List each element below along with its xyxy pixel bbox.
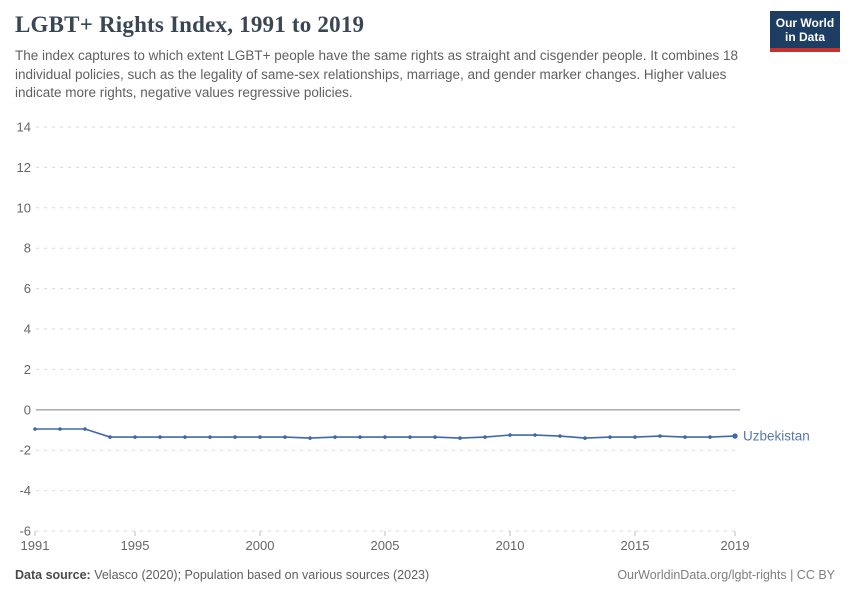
y-axis-tick-label: 6 — [24, 281, 31, 296]
y-axis-tick-label: 0 — [24, 402, 31, 417]
y-axis-tick-label: 8 — [24, 241, 31, 256]
data-source-label: Data source: — [15, 568, 91, 582]
chart-footer: Data source: Velasco (2020); Population … — [15, 568, 835, 582]
owid-logo[interactable]: Our World in Data — [770, 11, 840, 52]
x-axis-tick-label: 1991 — [21, 538, 50, 553]
data-point — [358, 435, 362, 439]
data-point — [133, 435, 137, 439]
chart-header: LGBT+ Rights Index, 1991 to 2019 The ind… — [15, 12, 760, 103]
license-link[interactable]: OurWorldinData.org/lgbt-rights | CC BY — [617, 568, 835, 582]
data-point — [83, 427, 87, 431]
x-axis-tick-label: 2010 — [496, 538, 525, 553]
data-point — [633, 435, 637, 439]
data-point — [533, 433, 537, 437]
data-point — [458, 436, 462, 440]
chart-title: LGBT+ Rights Index, 1991 to 2019 — [15, 12, 365, 37]
data-point — [333, 435, 337, 439]
owid-logo-line1: Our World — [775, 15, 835, 30]
y-axis-tick-label: -6 — [19, 524, 31, 539]
data-point — [233, 435, 237, 439]
data-point — [708, 435, 712, 439]
data-point — [158, 435, 162, 439]
data-source-note: Data source: Velasco (2020); Population … — [15, 568, 429, 582]
data-point — [408, 435, 412, 439]
data-point — [183, 435, 187, 439]
x-axis-tick-label: 2019 — [721, 538, 750, 553]
data-point — [433, 435, 437, 439]
y-axis-tick-label: 4 — [24, 322, 31, 337]
data-point — [108, 435, 112, 439]
y-axis-tick-label: 10 — [17, 200, 31, 215]
series-end-dot — [732, 433, 738, 439]
data-point — [308, 436, 312, 440]
data-point — [508, 433, 512, 437]
y-axis-tick-label: 2 — [24, 362, 31, 377]
data-point — [258, 435, 262, 439]
y-axis-tick-label: -4 — [19, 483, 31, 498]
y-axis-tick-label: 14 — [17, 120, 31, 135]
data-point — [558, 434, 562, 438]
owid-logo-line2: in Data — [784, 29, 825, 44]
data-point — [483, 435, 487, 439]
data-point — [33, 427, 37, 431]
y-axis-tick-label: -2 — [19, 443, 31, 458]
data-point — [658, 434, 662, 438]
x-axis-tick-label: 2005 — [371, 538, 400, 553]
data-point — [58, 427, 62, 431]
series-label-uzbekistan[interactable]: Uzbekistan — [743, 429, 810, 444]
data-point — [683, 435, 687, 439]
data-point — [383, 435, 387, 439]
y-axis-tick-label: 12 — [17, 160, 31, 175]
x-axis-tick-label: 2015 — [621, 538, 650, 553]
data-source-text: Velasco (2020); Population based on vari… — [90, 568, 430, 582]
data-point — [283, 435, 287, 439]
data-point — [583, 436, 587, 440]
chart-subtitle: The index captures to which extent LGBT+… — [15, 48, 739, 101]
x-axis-tick-label: 1995 — [121, 538, 150, 553]
x-axis-tick-label: 2000 — [246, 538, 275, 553]
data-point — [608, 435, 612, 439]
data-point — [208, 435, 212, 439]
